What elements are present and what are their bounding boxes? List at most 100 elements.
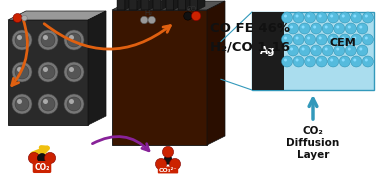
Circle shape xyxy=(342,36,345,39)
Circle shape xyxy=(67,65,81,79)
Text: CEM: CEM xyxy=(329,38,356,48)
Circle shape xyxy=(37,153,46,163)
Circle shape xyxy=(339,56,350,67)
Circle shape xyxy=(12,30,32,50)
Circle shape xyxy=(345,45,356,56)
Circle shape xyxy=(363,12,373,23)
Circle shape xyxy=(342,15,345,17)
Polygon shape xyxy=(125,0,132,10)
Circle shape xyxy=(43,67,48,72)
Circle shape xyxy=(148,16,155,24)
Circle shape xyxy=(316,12,327,23)
Circle shape xyxy=(302,47,305,51)
Circle shape xyxy=(293,12,304,23)
Circle shape xyxy=(41,97,55,111)
Text: CO: CO xyxy=(187,6,197,12)
Circle shape xyxy=(282,34,293,45)
Circle shape xyxy=(284,15,287,17)
Circle shape xyxy=(299,45,310,56)
Circle shape xyxy=(302,25,305,28)
Circle shape xyxy=(307,15,310,17)
Circle shape xyxy=(328,56,339,67)
Text: H₂: H₂ xyxy=(144,10,152,16)
Circle shape xyxy=(334,23,345,34)
Circle shape xyxy=(22,15,27,21)
Circle shape xyxy=(313,47,316,51)
Circle shape xyxy=(15,33,29,47)
Circle shape xyxy=(319,59,322,62)
Circle shape xyxy=(334,45,345,56)
Circle shape xyxy=(316,34,327,45)
Circle shape xyxy=(336,47,339,51)
Circle shape xyxy=(45,152,56,164)
Circle shape xyxy=(363,34,373,45)
Circle shape xyxy=(69,35,74,40)
Text: CO FE 46%: CO FE 46% xyxy=(210,22,290,35)
Circle shape xyxy=(191,11,201,21)
Polygon shape xyxy=(117,0,125,10)
Circle shape xyxy=(305,34,316,45)
Circle shape xyxy=(325,25,328,28)
Circle shape xyxy=(67,33,81,47)
Circle shape xyxy=(305,12,316,23)
Circle shape xyxy=(290,25,293,28)
Text: Diffusion: Diffusion xyxy=(287,138,339,148)
Polygon shape xyxy=(129,0,137,10)
Circle shape xyxy=(282,56,293,67)
Circle shape xyxy=(293,56,304,67)
Circle shape xyxy=(69,67,74,72)
Circle shape xyxy=(17,35,22,40)
Circle shape xyxy=(38,94,58,114)
Text: Ag: Ag xyxy=(260,46,276,56)
Polygon shape xyxy=(186,0,193,10)
Circle shape xyxy=(41,33,55,47)
Circle shape xyxy=(12,94,32,114)
Circle shape xyxy=(336,25,339,28)
Circle shape xyxy=(28,152,40,164)
Circle shape xyxy=(348,47,351,51)
Circle shape xyxy=(305,56,316,67)
Circle shape xyxy=(328,12,339,23)
Circle shape xyxy=(325,47,328,51)
Polygon shape xyxy=(149,0,156,10)
Circle shape xyxy=(353,36,356,39)
Circle shape xyxy=(69,99,74,104)
Text: CO₂: CO₂ xyxy=(34,163,50,171)
Circle shape xyxy=(313,25,316,28)
Circle shape xyxy=(311,23,322,34)
Polygon shape xyxy=(252,12,374,90)
Circle shape xyxy=(38,62,58,82)
Circle shape xyxy=(339,34,350,45)
Circle shape xyxy=(365,36,368,39)
Polygon shape xyxy=(207,1,225,145)
Polygon shape xyxy=(141,0,149,10)
Circle shape xyxy=(342,59,345,62)
Circle shape xyxy=(351,12,362,23)
Circle shape xyxy=(319,36,322,39)
Circle shape xyxy=(307,36,310,39)
Circle shape xyxy=(319,15,322,17)
Polygon shape xyxy=(112,10,207,145)
Circle shape xyxy=(64,30,84,50)
Circle shape xyxy=(17,99,22,104)
Circle shape xyxy=(141,16,148,24)
Polygon shape xyxy=(166,0,174,10)
Circle shape xyxy=(288,23,299,34)
Text: H₂/CO 1.16: H₂/CO 1.16 xyxy=(210,40,290,53)
Circle shape xyxy=(351,56,362,67)
Polygon shape xyxy=(161,0,169,10)
Circle shape xyxy=(290,47,293,51)
Circle shape xyxy=(164,156,172,164)
Circle shape xyxy=(293,34,304,45)
Circle shape xyxy=(64,62,84,82)
Circle shape xyxy=(41,65,55,79)
Circle shape xyxy=(43,35,48,40)
Polygon shape xyxy=(88,11,106,125)
Circle shape xyxy=(359,25,363,28)
Circle shape xyxy=(17,67,22,72)
Circle shape xyxy=(64,94,84,114)
Circle shape xyxy=(330,15,333,17)
Circle shape xyxy=(43,99,48,104)
Polygon shape xyxy=(198,0,205,10)
Circle shape xyxy=(184,12,192,20)
